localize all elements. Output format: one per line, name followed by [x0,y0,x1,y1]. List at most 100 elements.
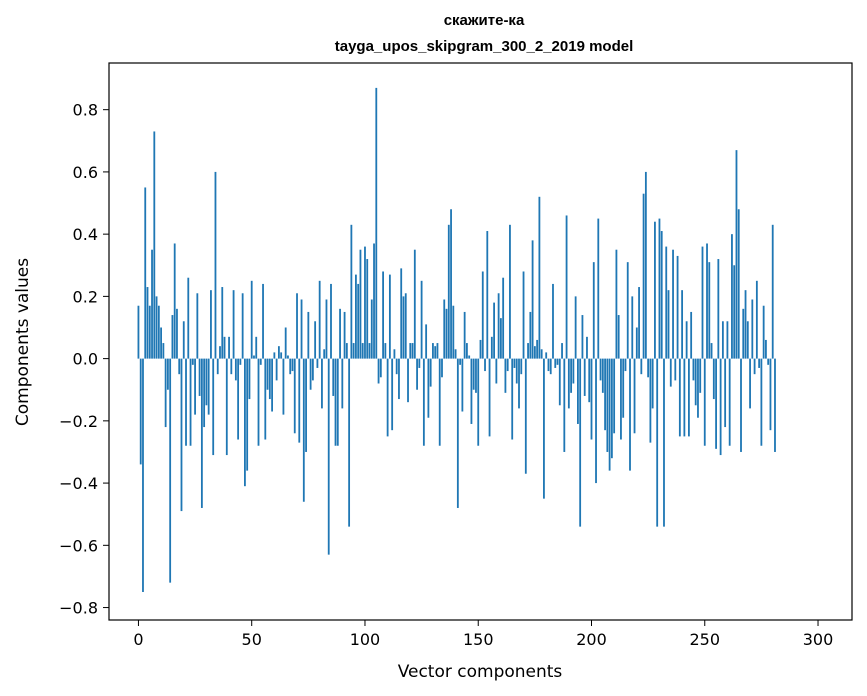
bar-39 [225,358,228,456]
bar-166 [513,358,516,368]
bar-54 [259,358,262,365]
bar-238 [676,255,679,359]
bar-233 [665,246,668,359]
bar-234 [667,290,670,359]
bar-200 [590,358,593,440]
bar-188 [563,358,566,452]
bar-138 [450,209,452,359]
bar-80 [318,280,321,359]
bar-110 [386,358,389,437]
bar-155 [488,358,491,437]
bar-167 [515,358,518,384]
bar-15 [171,315,174,359]
x-axis-label: Vector components [398,662,563,682]
bar-228 [654,221,656,359]
bar-6 [151,249,153,359]
bar-184 [554,358,557,368]
bar-205 [601,358,604,393]
bar-26 [196,293,199,359]
bar-154 [486,231,489,359]
bar-116 [400,268,403,359]
bar-136 [445,308,448,359]
bar-43 [234,358,237,381]
bar-74 [305,358,307,452]
plot-frame [108,62,853,621]
bar-82 [323,349,326,359]
bar-243 [688,358,690,437]
bar-175 [533,346,536,359]
bar-192 [572,358,575,384]
bar-42 [232,290,235,359]
bar-79 [316,358,319,368]
bar-86 [332,358,335,396]
bar-9 [157,305,160,359]
x-tick-label-150: 150 [463,630,494,649]
bar-52 [255,336,258,359]
bar-92 [345,343,348,359]
bar-145 [466,343,468,359]
bar-76 [309,358,312,390]
bar-69 [293,358,296,434]
bar-100 [364,246,366,359]
bar-275 [760,358,763,446]
bar-173 [529,311,532,359]
bar-144 [463,311,466,359]
bar-46 [241,293,244,359]
bar-62 [277,346,280,359]
y-tick-label-2: −0.4 [59,474,98,493]
bar-202 [595,358,597,484]
bar-101 [366,259,369,359]
bar-241 [683,358,686,437]
bar-224 [644,171,647,359]
bar-94 [350,224,353,359]
bar-256 [717,259,720,359]
x-tick-label-50: 50 [242,630,262,649]
bar-32 [210,290,212,359]
bar-251 [706,243,708,359]
chart-title-line-2: tayga_upos_skipgram_300_2_2019 model [335,38,634,55]
bar-72 [300,299,303,359]
bar-265 [737,209,740,359]
y-tick-label-3: −0.2 [59,412,98,431]
bar-212 [617,315,620,359]
bar-0 [137,305,140,359]
bar-73 [302,358,305,502]
bar-147 [470,358,473,424]
bar-176 [536,339,539,359]
x-tick-label-300: 300 [803,630,834,649]
x-tick-label-200: 200 [576,630,607,649]
bar-260 [726,321,729,359]
bar-14 [169,358,172,583]
bar-60 [273,352,276,359]
bar-65 [284,327,287,359]
bar-1 [139,358,142,465]
bar-165 [511,358,514,440]
bar-87 [334,358,337,446]
bar-218 [631,296,634,359]
bar-127 [425,324,428,359]
bar-108 [382,271,384,359]
bar-172 [527,343,529,359]
bar-182 [549,358,552,375]
bar-64 [282,358,285,415]
bar-131 [434,346,437,359]
bar-56 [264,358,267,440]
bar-35 [216,358,219,375]
bar-77 [311,358,314,381]
bar-231 [660,231,663,359]
bars-group [137,87,776,592]
bar-236 [672,249,674,359]
bar-66 [287,355,289,359]
bar-197 [583,358,586,396]
bar-49 [248,358,251,400]
bar-257 [719,358,722,456]
bar-103 [370,299,373,359]
bar-273 [755,280,758,359]
bar-115 [398,358,400,400]
bar-159 [497,293,500,359]
bar-217 [629,358,631,471]
bar-177 [538,196,541,359]
y-tick-label-1: −0.6 [59,536,98,555]
bar-169 [520,358,523,375]
bar-8 [155,296,158,359]
